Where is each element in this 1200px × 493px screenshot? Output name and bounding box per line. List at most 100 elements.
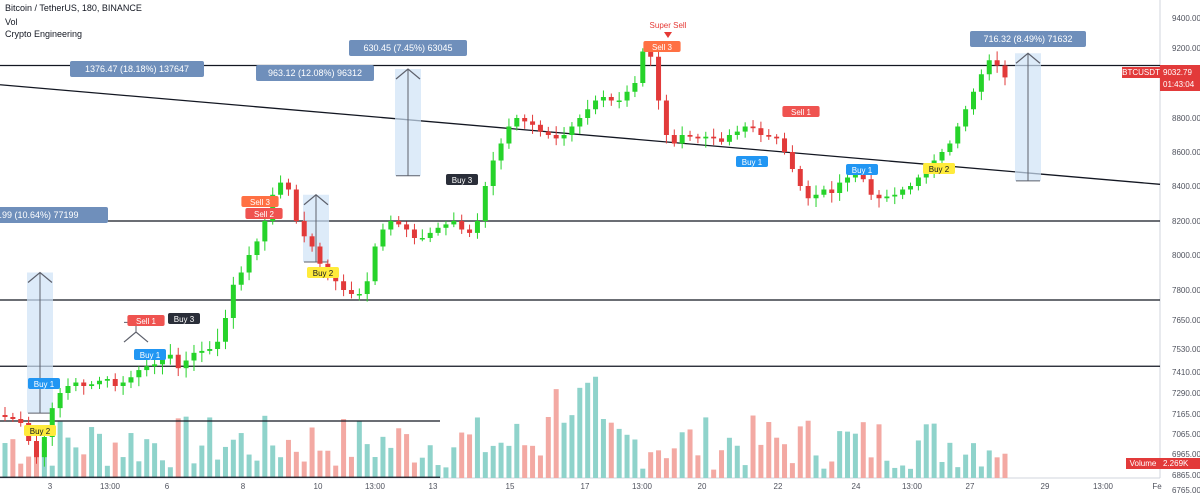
price-tick-label: 8200.00 <box>1172 217 1200 226</box>
candle-body <box>73 382 79 386</box>
volume-bar <box>396 428 402 478</box>
candle-body <box>695 136 701 139</box>
volume-bar <box>293 451 299 478</box>
candle-body <box>671 135 677 144</box>
price-tick-label: 6965.00 <box>1172 450 1200 459</box>
candle-body <box>262 221 268 242</box>
signal-label: Sell 1 <box>136 317 157 326</box>
volume-indicator-label[interactable]: Vol <box>5 17 18 27</box>
candle-body <box>459 221 465 230</box>
candle-body <box>144 366 150 371</box>
volume-bar <box>726 437 732 478</box>
time-tick-label: 27 <box>966 482 975 491</box>
volume-bar <box>695 455 701 478</box>
candle-body <box>230 284 236 318</box>
range-arrowhead <box>303 193 329 206</box>
candle-body <box>514 118 520 127</box>
volume-bar <box>120 457 126 478</box>
candle-body <box>955 126 961 144</box>
candle-body <box>608 97 614 101</box>
candle-body <box>498 143 504 161</box>
volume-bar <box>923 424 929 478</box>
volume-bar <box>971 443 977 478</box>
trend-line[interactable] <box>0 84 1161 185</box>
signal-label: Buy 1 <box>34 380 55 389</box>
signal-badge[interactable] <box>736 156 768 167</box>
signal-label: Sell 3 <box>652 43 673 52</box>
volume-bar <box>427 445 433 478</box>
volume-bar <box>411 462 417 478</box>
volume-bar <box>278 457 284 478</box>
candle-body <box>892 194 898 197</box>
signal-badge[interactable] <box>923 163 955 174</box>
volume-bar <box>679 432 685 478</box>
volume-bar <box>128 433 134 478</box>
volume-bar <box>301 461 307 478</box>
volume-bar <box>852 433 858 478</box>
candle-body <box>104 379 110 381</box>
volume-bar <box>152 443 158 478</box>
price-tick-label: 8600.00 <box>1172 148 1200 157</box>
range-arrowhead <box>123 331 149 343</box>
volume-bar <box>96 433 102 478</box>
signal-badge[interactable] <box>241 196 279 207</box>
candle-body <box>537 124 543 132</box>
signal-badge[interactable] <box>28 378 60 389</box>
signal-badge[interactable] <box>307 267 339 278</box>
candle-body <box>372 246 378 282</box>
price-tick-label: 9400.00 <box>1172 14 1200 23</box>
price-tick-label: 9200.00 <box>1172 44 1200 53</box>
symbol-badge <box>1122 67 1160 78</box>
signal-badge[interactable] <box>643 41 681 52</box>
volume-bar <box>939 461 945 478</box>
range-annotation-box[interactable] <box>970 31 1086 47</box>
signal-badge[interactable] <box>846 164 878 175</box>
signal-badge[interactable] <box>24 425 56 436</box>
signal-label: Buy 1 <box>742 158 763 167</box>
volume-bar <box>81 454 87 478</box>
range-annotation-box[interactable] <box>256 65 374 81</box>
volume-bar <box>467 434 473 478</box>
volume-bar <box>719 450 725 478</box>
price-tick-label: 7800.00 <box>1172 286 1200 295</box>
candle-body <box>152 364 158 367</box>
volume-bar <box>49 465 55 478</box>
volume-bar <box>561 422 567 478</box>
signal-label: Buy 2 <box>929 165 950 174</box>
range-annotation-box[interactable] <box>349 40 467 56</box>
candle-body <box>766 135 772 137</box>
candle-body <box>719 138 725 142</box>
volume-bar <box>490 445 496 478</box>
time-tick-label: 13:00 <box>902 482 923 491</box>
candle-body <box>561 135 567 139</box>
candle-body <box>317 246 323 264</box>
volume-bar <box>656 450 662 478</box>
candle-body <box>656 56 662 101</box>
volume-bar <box>821 468 827 478</box>
signal-badge[interactable] <box>782 106 820 117</box>
candle-body <box>624 91 630 101</box>
signal-badge[interactable] <box>245 208 283 219</box>
volume-bar <box>955 467 961 478</box>
volume-bar <box>593 376 599 478</box>
range-annotation-box[interactable] <box>0 207 108 223</box>
volume-bar <box>577 387 583 478</box>
signal-badge[interactable] <box>446 174 478 185</box>
time-tick-label: 13:00 <box>1093 482 1114 491</box>
script-name-label[interactable]: Crypto Engineering <box>5 29 83 39</box>
range-annotation-box[interactable] <box>70 61 204 77</box>
volume-bar <box>837 431 843 478</box>
price-tick-label: 6765.00 <box>1172 486 1200 493</box>
signal-badge[interactable] <box>168 313 200 324</box>
volume-bar <box>963 454 969 478</box>
candle-body <box>915 177 921 186</box>
candle-body <box>467 229 473 233</box>
signal-badge[interactable] <box>134 349 166 360</box>
signal-badge[interactable] <box>127 315 165 326</box>
volume-bar <box>451 447 457 478</box>
price-tick-label: 7410.00 <box>1172 368 1200 377</box>
volume-bar <box>167 467 173 478</box>
range-annotation-text: 963.12 (12.08%) 96312 <box>268 68 362 78</box>
price-tick-label: 7290.00 <box>1172 389 1200 398</box>
